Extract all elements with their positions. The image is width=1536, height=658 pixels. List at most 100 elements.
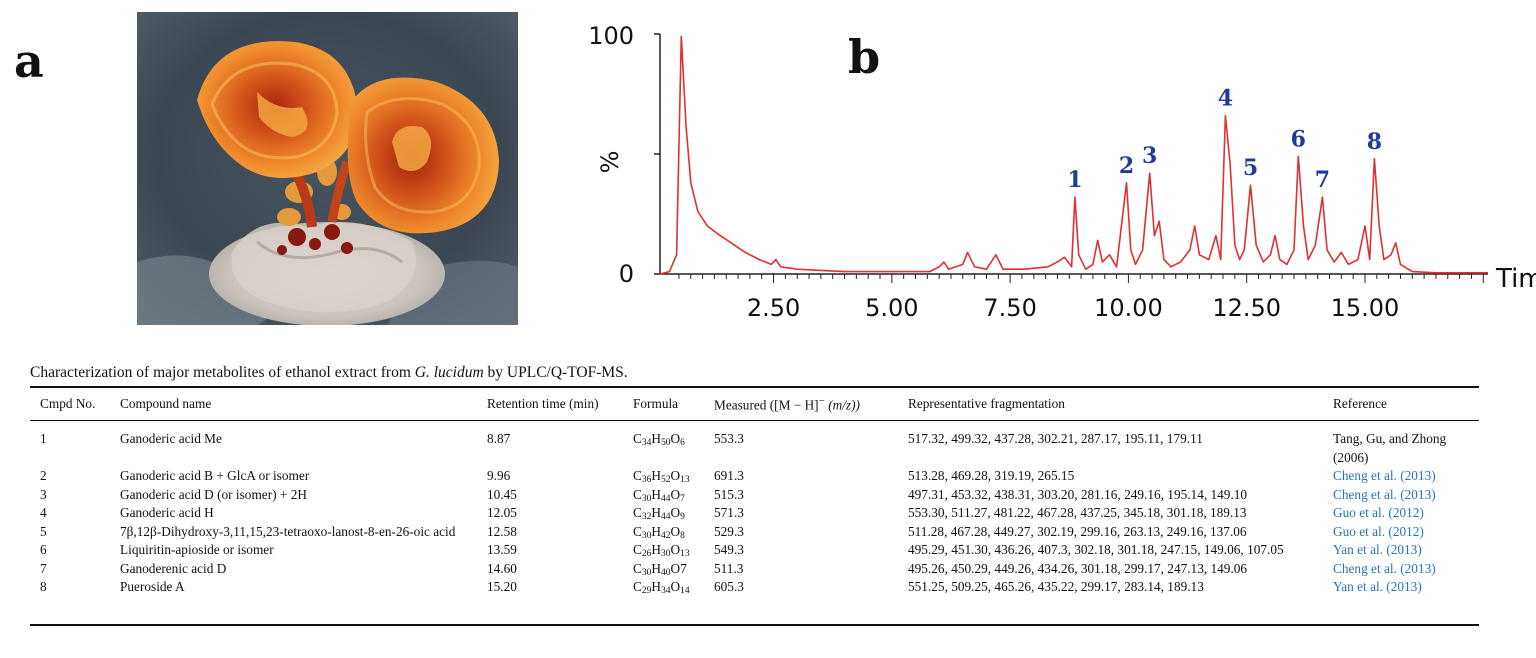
rt-cell: 14.60	[487, 560, 517, 576]
table-row: 5 7β,12β-Dihydroxy-3,11,15,23-tetraoxo-la…	[30, 523, 1479, 542]
table-row: 7 Ganoderenic acid D 14.60 C30H40O7 511.3 495…	[30, 560, 1479, 579]
y-axis-label: %	[596, 151, 624, 174]
table-row: 1 Ganoderic acid Me 8.87 C34H50O6 553.3 517.3…	[30, 430, 1479, 467]
peak-label-3: 3	[1142, 143, 1157, 169]
ref-cell[interactable]: Cheng et al. (2013)	[1333, 486, 1436, 502]
mz-cell: 605.3	[714, 579, 744, 594]
no-cell: 1	[40, 431, 47, 446]
formula-cell: C30H40O7	[633, 560, 687, 578]
header-fragmentation: Representative fragmentation	[908, 396, 1065, 411]
ref-cell[interactable]: Guo et al. (2012)	[1333, 523, 1424, 539]
peak-label-5: 5	[1243, 155, 1258, 181]
rt-cell: 9.96	[487, 468, 511, 483]
name-cell: Ganoderic acid D (or isomer) + 2H	[120, 486, 307, 502]
name-cell: Ganoderic acid Me	[120, 431, 222, 446]
x-tick-label: 5.00	[865, 294, 918, 322]
y-tick-100: 100	[588, 22, 634, 50]
table-row: 6 Liquiritin-apioside or isomer 13.59 C26H3…	[30, 541, 1479, 560]
header-compound-name: Compound name	[120, 396, 212, 411]
name-cell: Ganoderic acid B + GlcA or isomer	[120, 468, 310, 483]
mz-cell: 691.3	[714, 468, 744, 483]
rt-cell: 8.87	[487, 431, 511, 446]
mz-cell: 515.3	[714, 486, 744, 502]
peak-label-2: 2	[1119, 153, 1134, 179]
peak-label-4: 4	[1218, 86, 1233, 112]
table-row: 3 Ganoderic acid D (or isomer) + 2H 10.45 C…	[30, 486, 1479, 505]
table-rule-top	[30, 386, 1479, 388]
no-cell: 8	[40, 579, 47, 594]
formula-cell: C30H44O7	[633, 486, 685, 504]
name-cell: Pueroside A	[120, 579, 185, 594]
mz-cell: 571.3	[714, 505, 744, 520]
mz-cell: 511.3	[714, 560, 744, 576]
table-row: 4 Ganoderic acid H 12.05 C32H44O9 571.3 553.3…	[30, 504, 1479, 523]
ref-cell[interactable]: Yan et al. (2013)	[1333, 579, 1422, 594]
formula-cell: C26H30O13	[633, 542, 690, 559]
formula-cell: C36H52O13	[633, 468, 690, 485]
header-measured: Measured ([M − H]− (m/z))	[714, 394, 860, 413]
frag-cell: 551.25, 509.25, 465.26, 435.22, 299.17, …	[908, 579, 1204, 594]
ref-cell: Tang, Gu, and Zhong (2006)	[1333, 431, 1447, 465]
formula-cell: C30H42O8	[633, 523, 685, 541]
frag-cell: 495.26, 450.29, 449.26, 434.26, 301.18, …	[908, 560, 1248, 576]
header-cmpd-no: Cmpd No.	[40, 396, 96, 411]
peak-label-8: 8	[1367, 129, 1382, 155]
rt-cell: 12.58	[487, 523, 517, 539]
table-header-row: Cmpd No. Compound name Retention time (m…	[30, 388, 1479, 420]
peak-label-1: 1	[1067, 167, 1082, 193]
no-cell: 4	[40, 505, 47, 520]
table-rule-header	[30, 420, 1479, 421]
table-rule-bottom	[30, 624, 1479, 626]
metabolite-table: Cmpd No. Compound name Retention time (m…	[30, 388, 1479, 597]
x-tick-label: 12.50	[1212, 294, 1281, 322]
rt-cell: 12.05	[487, 505, 517, 520]
header-formula: Formula	[633, 396, 679, 411]
chromatogram-chart: 100 0 % Tim 2.50 5.00 7.50 10.00 12.50 15.00 …	[588, 22, 1536, 322]
x-tick-label: 7.50	[983, 294, 1036, 322]
mz-cell: 549.3	[714, 542, 744, 557]
mz-cell: 529.3	[714, 523, 744, 539]
peak-label-7: 7	[1315, 167, 1330, 193]
no-cell: 7	[40, 560, 47, 576]
formula-cell: C29H34O14	[633, 579, 690, 596]
x-tick-label: 15.00	[1331, 294, 1400, 322]
table-caption: Characterization of major metabolites of…	[30, 364, 628, 381]
frag-cell: 517.32, 499.32, 437.28, 302.21, 287.17, …	[908, 431, 1203, 446]
panel-label-a: a	[14, 34, 44, 88]
rt-cell: 15.20	[487, 579, 517, 594]
panel-label-b: b	[848, 30, 881, 84]
table-row: 8 Pueroside A 15.20 C29H34O14 605.3 551.25, 5…	[30, 578, 1479, 597]
header-retention-time: Retention time (min)	[487, 396, 599, 411]
chromatogram-trace	[659, 35, 1488, 275]
header-reference: Reference	[1333, 396, 1387, 411]
formula-cell: C34H50O6	[633, 431, 685, 448]
table-row: 2 Ganoderic acid B + GlcA or isomer 9.96 C3…	[30, 467, 1479, 486]
y-tick-0: 0	[619, 260, 634, 288]
no-cell: 2	[40, 468, 47, 483]
name-cell: Liquiritin-apioside or isomer	[120, 542, 274, 557]
no-cell: 3	[40, 486, 47, 502]
rt-cell: 10.45	[487, 486, 517, 502]
frag-cell: 553.30, 511.27, 481.22, 467.28, 437.25, …	[908, 505, 1247, 520]
name-cell: Ganoderenic acid D	[120, 560, 227, 576]
name-cell: 7β,12β-Dihydroxy-3,11,15,23-tetraoxo-lan…	[120, 523, 456, 539]
mushroom-photo	[137, 12, 518, 325]
frag-cell: 511.28, 467.28, 449.27, 302.19, 299.16, …	[908, 523, 1247, 539]
name-cell: Ganoderic acid H	[120, 505, 214, 520]
rt-cell: 13.59	[487, 542, 517, 557]
peak-label-6: 6	[1291, 126, 1306, 152]
x-tick-label: 2.50	[747, 294, 800, 322]
ref-cell[interactable]: Cheng et al. (2013)	[1333, 468, 1436, 483]
ref-cell[interactable]: Guo et al. (2012)	[1333, 505, 1424, 520]
formula-cell: C32H44O9	[633, 505, 685, 522]
frag-cell: 497.31, 453.32, 438.31, 303.20, 281.16, …	[908, 486, 1248, 502]
ref-cell[interactable]: Cheng et al. (2013)	[1333, 560, 1436, 576]
frag-cell: 513.28, 469.28, 319.19, 265.15	[908, 468, 1075, 483]
no-cell: 6	[40, 542, 47, 557]
mz-cell: 553.3	[714, 431, 744, 446]
x-tick-label: 10.00	[1094, 294, 1163, 322]
frag-cell: 495.29, 451.30, 436.26, 407.3, 302.18, 3…	[908, 542, 1284, 557]
x-axis-label: Tim	[1495, 264, 1536, 294]
no-cell: 5	[40, 523, 47, 539]
ref-cell[interactable]: Yan et al. (2013)	[1333, 542, 1422, 557]
